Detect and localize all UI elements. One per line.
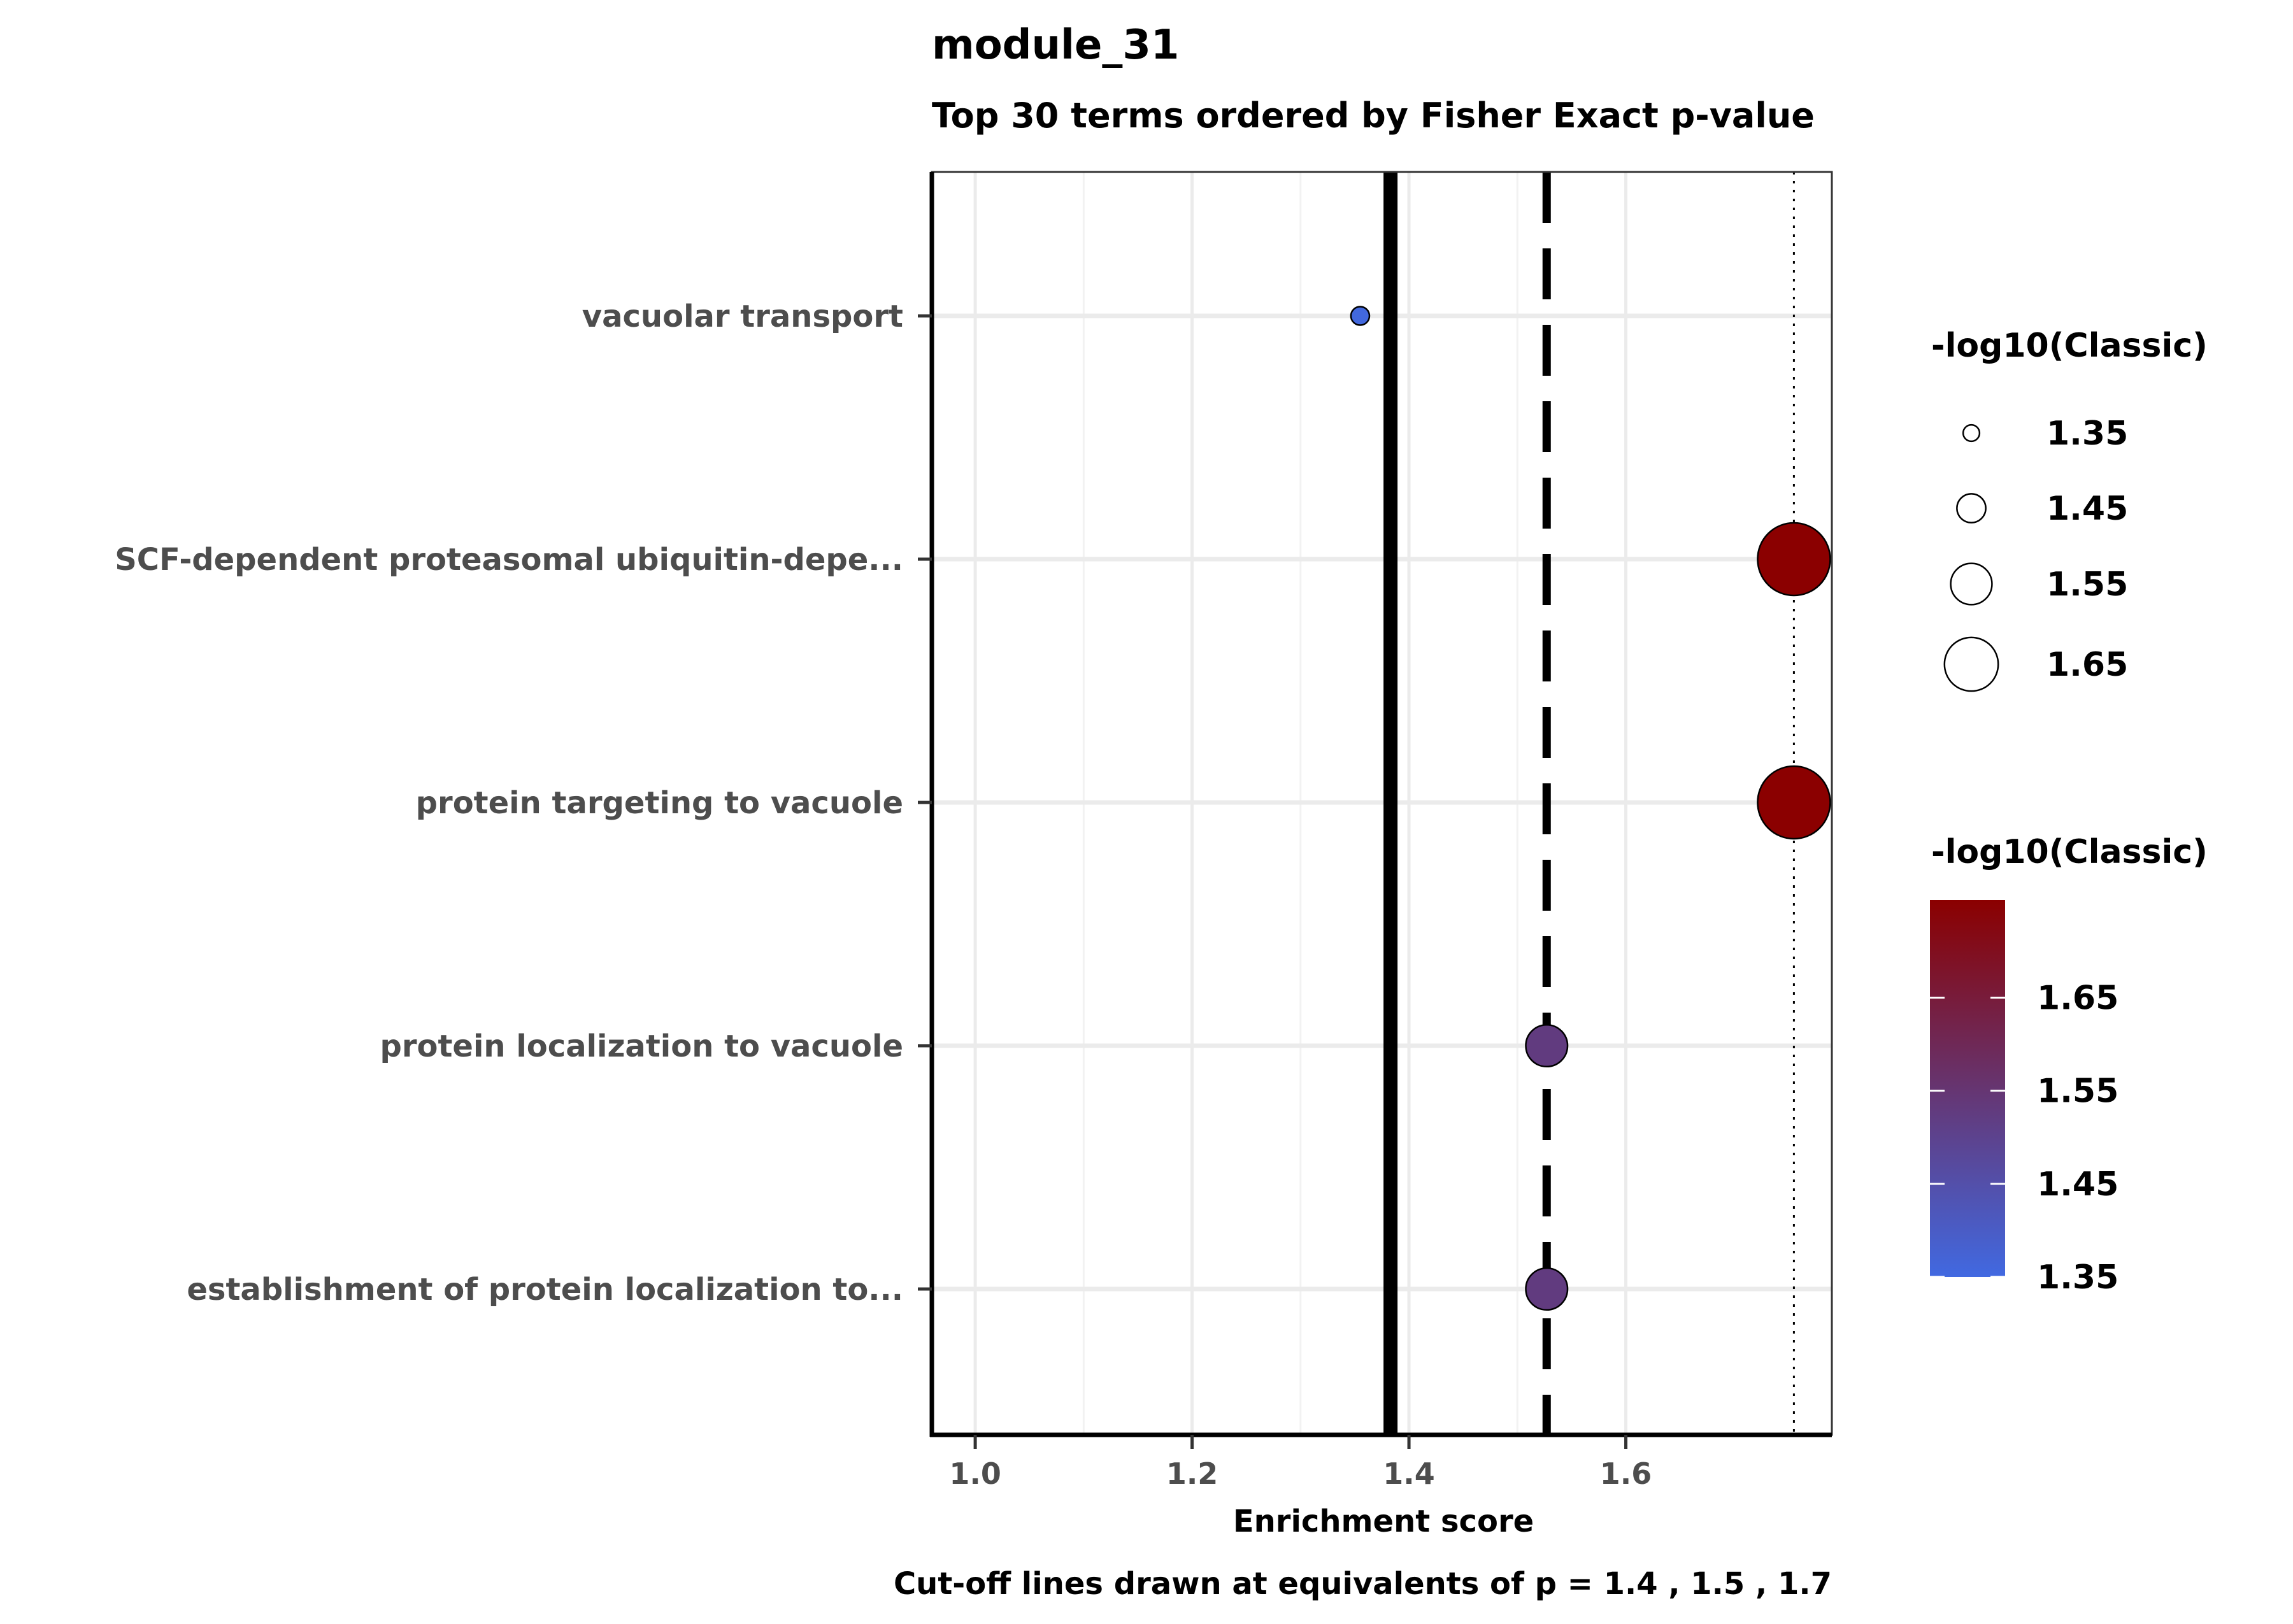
y-tick-label: SCF-dependent proteasomal ubiquitin-depe…: [115, 542, 903, 578]
grid: [932, 172, 1832, 1435]
x-tick-label: 1.0: [949, 1457, 1001, 1491]
size-legend-title: -log10(Classic): [1931, 327, 2208, 365]
chart-subtitle: Top 30 terms ordered by Fisher Exact p-v…: [932, 96, 1815, 136]
color-bar: [1930, 900, 2005, 1277]
size-legend: 1.35 1.45 1.55 1.65: [1943, 415, 2128, 692]
data-point: [1525, 1267, 1569, 1311]
color-legend-label: 1.55: [2037, 1072, 2118, 1111]
color-legend-label: 1.45: [2037, 1165, 2118, 1204]
y-axis-labels: vacuolar transport SCF-dependent proteaso…: [115, 299, 932, 1307]
data-point: [1757, 765, 1831, 840]
size-legend-key: [1962, 424, 1981, 443]
size-legend-key: [1956, 493, 1987, 524]
data-point: [1350, 306, 1371, 326]
color-legend-label: 1.35: [2037, 1258, 2118, 1297]
color-legend: 1.65 1.55 1.45 1.35: [1930, 979, 2118, 1297]
y-tick-label: protein localization to vacuole: [380, 1029, 903, 1064]
color-legend-title: -log10(Classic): [1931, 833, 2208, 871]
size-legend-label: 1.45: [2047, 490, 2128, 528]
data-point: [1757, 522, 1831, 597]
x-tick-label: 1.6: [1600, 1457, 1652, 1491]
chart-title: module_31: [932, 22, 1179, 69]
color-legend-label: 1.65: [2037, 979, 2118, 1017]
y-tick-label: vacuolar transport: [582, 299, 903, 334]
data-points: [1350, 306, 1831, 1311]
x-tick-label: 1.4: [1383, 1457, 1435, 1491]
y-tick-label: establishment of protein localization to…: [187, 1272, 903, 1307]
size-legend-key: [1943, 636, 1999, 692]
x-axis-ticks: 1.0 1.2 1.4 1.6: [949, 1435, 1652, 1491]
data-point: [1525, 1023, 1569, 1068]
x-axis-title: Enrichment score: [1233, 1504, 1534, 1539]
size-legend-label: 1.55: [2047, 566, 2128, 604]
size-legend-label: 1.35: [2047, 415, 2128, 453]
chart-caption: Cut-off lines drawn at equivalents of p …: [894, 1566, 1832, 1602]
size-legend-label: 1.65: [2047, 646, 2128, 684]
size-legend-key: [1950, 562, 1993, 606]
x-tick-label: 1.2: [1166, 1457, 1218, 1491]
cutoff-lines: [1383, 172, 1795, 1435]
y-tick-label: protein targeting to vacuole: [416, 785, 903, 821]
